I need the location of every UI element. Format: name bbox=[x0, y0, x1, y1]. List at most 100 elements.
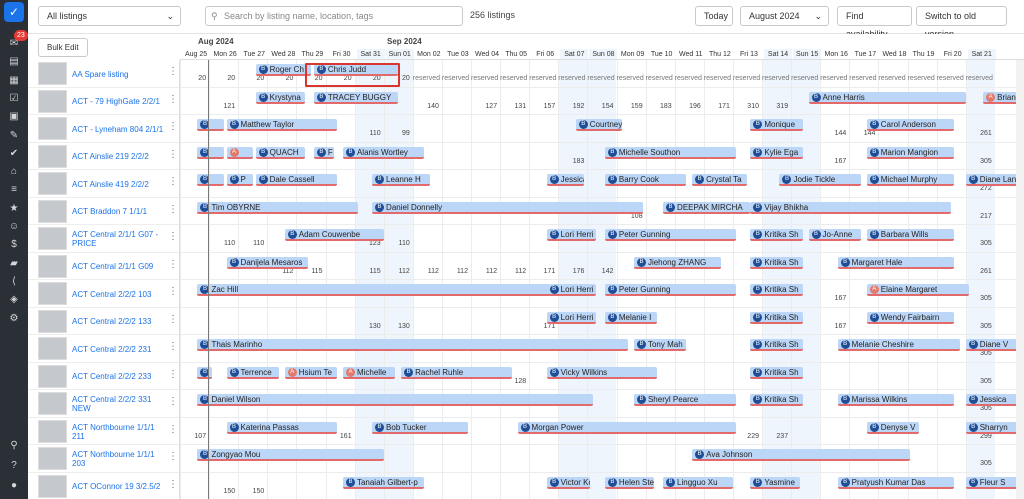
day-header[interactable]: Sun 15 bbox=[793, 49, 822, 59]
price-cell[interactable]: reserved bbox=[907, 75, 935, 82]
price-cell[interactable]: reserved bbox=[529, 75, 557, 82]
list-icon[interactable]: ≡ bbox=[11, 184, 17, 196]
price-cell[interactable]: 112 bbox=[427, 267, 439, 275]
price-cell[interactable]: reserved bbox=[849, 75, 877, 82]
logo-check-icon[interactable]: ✓ bbox=[4, 2, 24, 22]
day-header[interactable]: Sun 01 bbox=[385, 49, 414, 59]
kebab-menu-icon[interactable]: ⋮ bbox=[168, 148, 178, 160]
clipboard-check-icon[interactable]: ☑ bbox=[9, 92, 19, 104]
kebab-menu-icon[interactable]: ⋮ bbox=[168, 313, 178, 325]
booking-bar[interactable]: B Thais Marinho bbox=[197, 339, 629, 351]
kebab-menu-icon[interactable]: ⋮ bbox=[168, 203, 178, 215]
day-header[interactable]: Tue 10 bbox=[650, 51, 673, 58]
price-cell[interactable]: 20 bbox=[285, 75, 294, 82]
listing-thumbnail[interactable] bbox=[38, 227, 67, 250]
day-header[interactable]: Wed 04 bbox=[475, 51, 500, 58]
price-cell[interactable]: 142 bbox=[601, 267, 614, 275]
listing-thumbnail[interactable] bbox=[38, 474, 67, 498]
kebab-menu-icon[interactable]: ⋮ bbox=[168, 66, 178, 77]
price-cell[interactable]: 99 bbox=[401, 130, 410, 137]
booking-bar[interactable]: B Monique bbox=[750, 119, 803, 131]
search-icon[interactable]: ⚲ bbox=[10, 440, 18, 451]
price-cell[interactable]: reserved bbox=[674, 75, 702, 82]
price-cell[interactable]: 150 bbox=[252, 487, 265, 495]
price-cell[interactable]: 217 bbox=[980, 212, 992, 220]
listing-thumbnail[interactable] bbox=[38, 337, 67, 360]
listing-name[interactable]: ACT - Lyneham 804 2/1/1 bbox=[72, 117, 164, 141]
briefcase-icon[interactable]: ▰ bbox=[10, 257, 18, 269]
kebab-menu-icon[interactable]: ⋮ bbox=[168, 121, 178, 132]
booking-bar[interactable]: B Tim OBYRNE bbox=[197, 201, 358, 214]
help-icon[interactable]: ? bbox=[11, 460, 17, 471]
price-cell[interactable]: 261 bbox=[980, 130, 992, 137]
booking-bar[interactable]: A Michelle bbox=[342, 366, 396, 379]
day-header[interactable]: Wed 28 bbox=[271, 51, 296, 58]
day-header[interactable]: Mon 16 bbox=[824, 51, 848, 58]
listing-name[interactable]: ACT Northbourne 1/1/1 203 bbox=[72, 447, 164, 471]
booking-bar[interactable]: B Denyse V bbox=[866, 421, 920, 434]
booking-bar[interactable]: B Chris Judd bbox=[313, 64, 399, 76]
listing-name[interactable]: AA Spare listing bbox=[72, 62, 164, 86]
booking-bar[interactable]: B Dale Cassell bbox=[255, 174, 338, 186]
booking-bar[interactable]: B bbox=[197, 119, 224, 131]
price-cell[interactable]: 171 bbox=[718, 102, 730, 110]
chart-icon[interactable]: ▤ bbox=[9, 56, 19, 68]
listing-thumbnail[interactable] bbox=[38, 309, 67, 333]
brush-icon[interactable]: ✎ bbox=[9, 129, 19, 141]
star-icon[interactable]: ★ bbox=[9, 202, 19, 214]
day-header[interactable]: Fri 20 bbox=[943, 51, 962, 58]
price-cell[interactable]: 107 bbox=[194, 432, 207, 440]
booking-bar[interactable]: B Lori Herri bbox=[546, 311, 597, 324]
day-header[interactable]: Tue 03 bbox=[447, 51, 469, 58]
price-cell[interactable]: 20 bbox=[314, 75, 323, 82]
listing-name[interactable]: ACT Central 2/2/2 103 bbox=[72, 282, 164, 306]
booking-bar[interactable]: B Anne Harris bbox=[808, 91, 966, 104]
users-icon[interactable]: ☺ bbox=[8, 221, 20, 232]
booking-bar[interactable]: B Melanie Cheshire bbox=[837, 339, 960, 351]
booking-bar[interactable]: B Courtney bbox=[575, 119, 623, 131]
listing-name[interactable]: ACT Central 2/2/2 133 bbox=[72, 310, 164, 334]
booking-bar[interactable]: B Kritika Sh bbox=[750, 229, 803, 241]
booking-bar[interactable]: B Jessica bbox=[965, 394, 1024, 406]
booking-bar[interactable]: B Kritika Sh bbox=[750, 339, 803, 351]
day-header[interactable]: Mon 02 bbox=[417, 51, 441, 58]
booking-bar[interactable]: B Sheryl Pearce bbox=[633, 394, 736, 406]
listing-row[interactable]: ACT Central 2/2/2 103 ⋮ bbox=[28, 280, 179, 308]
kebab-menu-icon[interactable]: ⋮ bbox=[168, 451, 178, 462]
price-cell[interactable]: reserved bbox=[732, 75, 761, 82]
price-cell[interactable]: 299 bbox=[980, 432, 992, 440]
listing-thumbnail[interactable] bbox=[38, 419, 67, 443]
day-header[interactable]: Mon 09 bbox=[620, 51, 645, 58]
booking-bar[interactable]: B Roger Ch bbox=[255, 64, 311, 76]
price-cell[interactable]: 110 bbox=[369, 130, 381, 137]
booking-bar[interactable]: B Fleur S bbox=[965, 476, 1024, 489]
booking-bar[interactable]: B Kritika Sh bbox=[750, 284, 803, 296]
listing-row[interactable]: ACT - Lyneham 804 2/1/1 ⋮ bbox=[28, 115, 179, 143]
booking-bar[interactable]: B bbox=[197, 146, 224, 159]
price-cell[interactable]: reserved bbox=[616, 75, 644, 82]
listing-thumbnail[interactable] bbox=[38, 199, 67, 223]
price-cell[interactable]: 305 bbox=[980, 350, 992, 357]
listing-row[interactable]: ACT Central 2/2/2 231 ⋮ bbox=[28, 335, 179, 363]
price-cell[interactable]: 261 bbox=[980, 267, 992, 275]
price-cell[interactable]: 305 bbox=[980, 460, 992, 467]
booking-bar[interactable]: B Ava Johnson bbox=[692, 449, 911, 461]
day-header[interactable]: Tue 27 bbox=[243, 51, 265, 58]
day-header[interactable]: Sat 21 bbox=[967, 49, 996, 59]
scrollbar[interactable] bbox=[1016, 60, 1024, 499]
price-cell[interactable]: reserved bbox=[936, 75, 964, 82]
listing-name[interactable]: ACT Central 2/2/2 331 NEW bbox=[72, 392, 164, 416]
share-icon[interactable]: ⟨ bbox=[12, 275, 16, 287]
price-cell[interactable]: 112 bbox=[398, 267, 410, 275]
kebab-menu-icon[interactable]: ⋮ bbox=[168, 176, 178, 187]
price-cell[interactable]: 171 bbox=[543, 267, 556, 275]
price-cell[interactable]: reserved bbox=[441, 75, 470, 82]
day-header[interactable]: Sat 31 bbox=[356, 49, 385, 59]
price-cell[interactable]: reserved bbox=[645, 75, 673, 82]
day-header[interactable]: Wed 11 bbox=[678, 51, 703, 58]
price-cell[interactable]: 112 bbox=[515, 267, 527, 275]
listing-row[interactable]: ACT Braddon 7 1/1/1 ⋮ bbox=[28, 198, 179, 225]
booking-bar[interactable]: B Yasmine bbox=[750, 476, 800, 489]
day-header[interactable]: Sun 08 bbox=[589, 49, 618, 59]
